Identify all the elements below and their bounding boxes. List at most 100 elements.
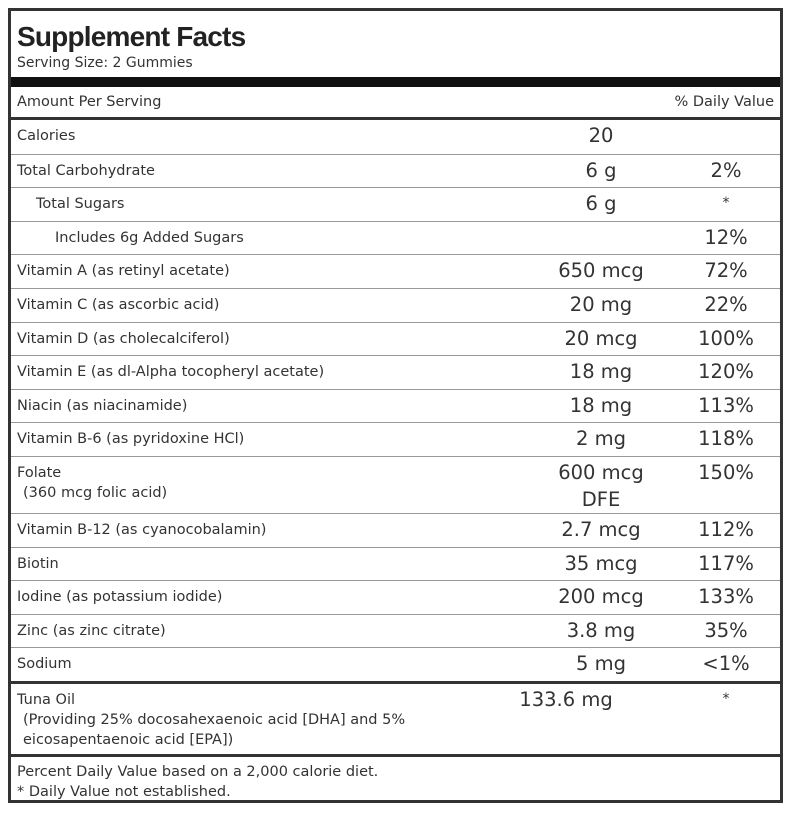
nutrient-note: (Providing 25% docosahexaenoic acid [DHA… (23, 711, 406, 748)
nutrient-row: Tuna Oil (Providing 25% docosahexaenoic a… (11, 684, 780, 754)
nutrient-row: Vitamin D (as cholecalciferol) 20 mcg 100% (11, 321, 780, 356)
daily-value: 22% (704, 292, 748, 316)
nutrient-row: Vitamin B-12 (as cyanocobalamin) 2.7 mcg 1… (11, 512, 780, 547)
footnotes: Percent Daily Value based on a 2,000 cal… (11, 753, 780, 807)
column-header: Amount Per Serving (17, 94, 162, 110)
name-cell: Vitamin A (as retinyl acetate) (11, 255, 526, 288)
nutrient-name: Iodine (as potassium iodide) (17, 589, 223, 606)
amount: 200 mcg (558, 585, 644, 609)
nutrient-row: Total Sugars 6 g * (11, 187, 780, 221)
amount-cell: 20 (526, 120, 676, 154)
amount: 650 mcg (558, 259, 644, 283)
nutrient-row: Vitamin E (as dl-Alpha tocopheryl acetat… (11, 355, 780, 389)
nutrient-name: Vitamin B-6 (as pyridoxine HCl) (17, 431, 245, 448)
amount: 2.7 mcg (561, 517, 641, 541)
nutrient-name: Vitamin C (as ascorbic acid) (17, 296, 220, 313)
nutrient-name: Vitamin E (as dl-Alpha tocopheryl acetat… (17, 364, 325, 381)
nutrient-name: Vitamin D (as cholecalciferol) (17, 330, 230, 347)
amount-cell: 5 mg (526, 648, 676, 681)
amount: 20 (588, 124, 614, 147)
daily-value: 2% (710, 158, 742, 182)
name-cell: Vitamin B-6 (as pyridoxine HCl) (11, 423, 526, 456)
amount: 18 mg (569, 360, 633, 384)
column-headers: Amount Per Serving % Daily Value (11, 87, 780, 120)
nutrient-row: Includes 6g Added Sugars 12% (11, 220, 780, 255)
daily-value: <1% (702, 652, 750, 676)
nutrient-name: Total Carbohydrate (17, 162, 155, 179)
name-cell: Total Carbohydrate (11, 155, 526, 188)
name-cell: Vitamin E (as dl-Alpha tocopheryl acetat… (11, 356, 526, 389)
name-cell: Niacin (as niacinamide) (11, 390, 526, 423)
amount: 6 g (585, 192, 617, 216)
name-cell: Includes 6g Added Sugars (11, 222, 526, 255)
amount: 3.8 mg (566, 618, 636, 642)
amount: 35 mcg (564, 551, 638, 575)
nutrient-row: Niacin (as niacinamide) 18 mg 113% (11, 388, 780, 423)
nutrient-name: Calories (17, 128, 76, 144)
nutrient-row: Vitamin C (as ascorbic acid) 20 mg 22% (11, 287, 780, 322)
amount: 20 mg (569, 292, 633, 316)
amount-cell: 200 mcg (526, 581, 676, 614)
daily-value: 113% (698, 393, 754, 417)
nutrient-name: Zinc (as zinc citrate) (17, 622, 166, 639)
nutrient-name: Vitamin A (as retinyl acetate) (17, 263, 230, 280)
amount: 2 mg (576, 427, 626, 451)
daily-value: 112% (698, 517, 754, 541)
nutrient-name: Niacin (as niacinamide) (17, 397, 188, 414)
daily-value (676, 120, 780, 154)
amount-cell: 650 mcg (526, 255, 676, 288)
other-ingredients: Tuna Oil (Providing 25% docosahexaenoic a… (11, 680, 780, 754)
amount: 20 mcg (564, 326, 638, 350)
nutrient-name: Vitamin B-12 (as cyanocobalamin) (17, 521, 267, 538)
nutrient-name: Includes 6g Added Sugars (55, 229, 244, 246)
amount: 18 mg (569, 393, 633, 417)
amount: 6 g (585, 158, 617, 182)
nutrient-name: Total Sugars (36, 196, 125, 213)
amount-cell: 18 mg (526, 356, 676, 389)
amount: 5 mg (576, 652, 626, 676)
amount: 133.6 mg (519, 687, 613, 711)
name-cell: Vitamin D (as cholecalciferol) (11, 323, 526, 356)
daily-value: 150% (698, 460, 754, 484)
name-cell: Tuna Oil (Providing 25% docosahexaenoic a… (11, 684, 456, 754)
divider-bar (11, 77, 780, 87)
nutrient-rows: Calories 20 Total Carbohydrate 6 g 2% Total S… (11, 120, 780, 681)
amount-cell: 133.6 mg (456, 684, 676, 754)
daily-value: 118% (698, 427, 754, 451)
nutrient-row: Vitamin A (as retinyl acetate) 650 mcg 72% (11, 254, 780, 288)
nutrient-row: Sodium 5 mg <1% (11, 647, 780, 681)
name-cell: Vitamin C (as ascorbic acid) (11, 289, 526, 322)
name-cell: Total Sugars (11, 188, 526, 221)
nutrient-note: (360 mcg folic acid) (23, 484, 168, 501)
footnote: * Daily Value not established. (17, 783, 231, 800)
daily-value: 35% (704, 618, 748, 642)
title: Supplement Facts (17, 21, 246, 52)
footnote: Percent Daily Value based on a 2,000 cal… (17, 763, 379, 780)
name-cell: Zinc (as zinc citrate) (11, 615, 526, 648)
daily-value: * (722, 690, 730, 707)
amount-cell: 6 g (526, 155, 676, 188)
name-cell: Folate (360 mcg folic acid) (11, 457, 526, 513)
daily-value: 12% (704, 225, 748, 249)
amount-cell: 20 mg (526, 289, 676, 322)
name-cell: Vitamin B-12 (as cyanocobalamin) (11, 514, 526, 547)
daily-value: 100% (698, 326, 754, 350)
nutrient-row: Folate (360 mcg folic acid) 600 mcg DFE 150… (11, 455, 780, 513)
nutrient-name: Sodium (17, 656, 72, 673)
name-cell: Iodine (as potassium iodide) (11, 581, 526, 614)
daily-value: * (722, 195, 730, 212)
supplement-facts-panel: Supplement Facts Serving Size: 2 Gummies… (8, 8, 783, 803)
daily-value: 133% (698, 585, 754, 609)
amount-cell: 3.8 mg (526, 615, 676, 648)
name-cell: Calories (11, 120, 526, 154)
nutrient-row: Total Carbohydrate 6 g 2% (11, 153, 780, 188)
nutrient-row: Zinc (as zinc citrate) 3.8 mg 35% (11, 613, 780, 648)
amount-cell (526, 222, 676, 255)
nutrient-name: Tuna Oil (17, 691, 75, 708)
nutrient-name: Folate (17, 464, 62, 481)
amount-cell: 35 mcg (526, 548, 676, 581)
amount-cell: 2 mg (526, 423, 676, 456)
nutrient-row: Biotin 35 mcg 117% (11, 546, 780, 581)
column-header: % Daily Value (674, 94, 774, 110)
